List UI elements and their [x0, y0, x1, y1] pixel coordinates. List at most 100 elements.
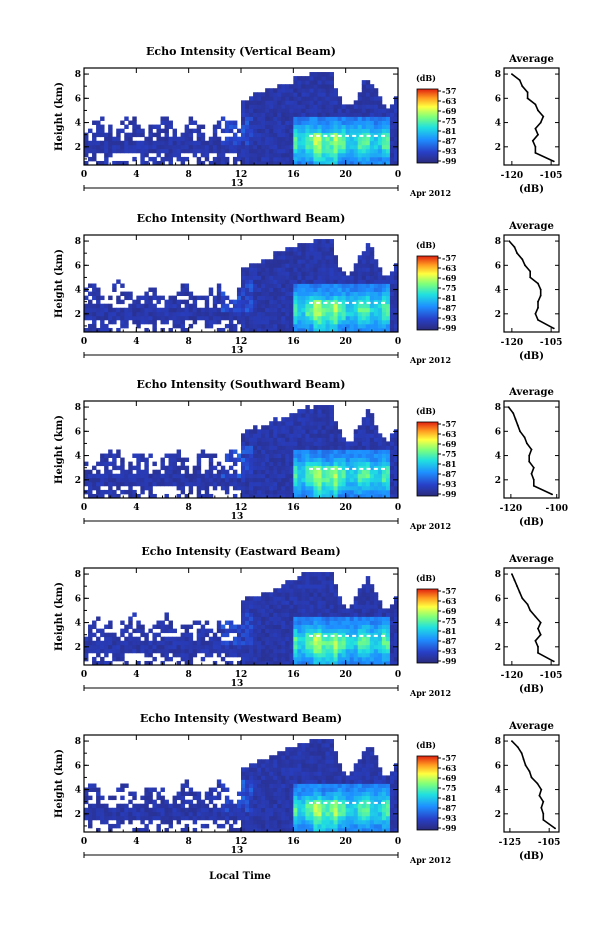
heatmap-cell — [224, 136, 230, 142]
heatmap-cell — [293, 453, 298, 458]
heatmap-cell — [257, 160, 262, 166]
heatmap-cell — [180, 799, 186, 805]
heatmap-cell — [92, 811, 97, 817]
heatmap-cell — [321, 477, 326, 483]
heatmap-cell — [293, 319, 298, 325]
avg-title: Average — [508, 221, 554, 232]
heatmap-cell — [357, 592, 363, 597]
heatmap-cell — [249, 267, 254, 272]
day-label: 13 — [231, 512, 244, 522]
heatmap-cell — [345, 303, 351, 309]
heatmap-cell — [188, 648, 194, 654]
heatmap-cell — [232, 136, 238, 142]
heatmap-cell — [192, 477, 198, 483]
heatmap-cell — [249, 108, 254, 113]
avg-frame — [503, 234, 560, 333]
heatmap-cell — [381, 303, 387, 309]
heatmap-cell — [281, 425, 286, 430]
heatmap-cell — [289, 473, 294, 479]
heatmap-cell — [309, 572, 314, 577]
heatmap-cell — [333, 652, 339, 658]
heatmap-cell — [289, 259, 294, 264]
heatmap-cell — [164, 616, 169, 621]
heatmap-cell — [337, 116, 343, 121]
heatmap-cell — [353, 660, 359, 666]
heatmap-cell — [321, 445, 326, 450]
heatmap-cell — [88, 311, 93, 317]
heatmap-cell — [253, 128, 258, 134]
heatmap-cell — [261, 636, 266, 642]
avg-profile-point — [539, 621, 542, 624]
heatmap-cell — [241, 156, 246, 162]
heatmap-cell — [309, 251, 314, 256]
heatmap-cell — [245, 437, 250, 442]
heatmap-cell — [261, 156, 266, 162]
heatmap-cell — [381, 291, 387, 297]
heatmap-cell — [357, 616, 363, 621]
heatmap-cell — [369, 156, 375, 162]
heatmap-cell — [148, 799, 153, 805]
heatmap-cell — [321, 644, 326, 650]
heatmap-cell — [361, 644, 367, 650]
heatmap-cell — [253, 311, 258, 317]
heatmap-cell — [249, 632, 254, 638]
heatmap-cell — [361, 469, 367, 475]
heatmap-cell — [309, 120, 314, 125]
heatmap-cell — [297, 481, 302, 487]
heatmap-cell — [253, 152, 258, 158]
heatmap-cell — [289, 461, 294, 467]
heatmap-cell — [257, 445, 262, 450]
heatmap-cell — [321, 279, 326, 284]
heatmap-cell — [301, 263, 306, 268]
heatmap-field — [84, 239, 399, 333]
heatmap-cell — [289, 319, 294, 325]
heatmap-cell — [245, 128, 250, 134]
heatmap-cell — [220, 815, 226, 821]
heatmap-cell — [257, 323, 262, 329]
heatmap-cell — [365, 259, 371, 264]
heatmap-cell — [393, 493, 399, 499]
heatmap-cell — [349, 449, 355, 454]
heatmap-cell — [305, 88, 310, 93]
heatmap-cell — [188, 303, 194, 309]
avg-profile-point — [516, 252, 518, 255]
heatmap-cell — [349, 660, 355, 666]
heatmap-cell — [285, 652, 290, 658]
heatmap-cell — [245, 303, 250, 309]
heatmap-cell — [329, 477, 334, 483]
date-label: Apr 2012 — [409, 521, 451, 531]
heatmap-cell — [172, 323, 177, 329]
heatmap-cell — [92, 319, 97, 325]
heatmap-cell — [377, 120, 383, 125]
heatmap-cell — [325, 247, 330, 252]
heatmap-cell — [261, 311, 266, 317]
heatmap-cell — [164, 299, 169, 305]
heatmap-cell — [393, 291, 399, 297]
heatmap-cell — [373, 648, 379, 654]
heatmap-cell — [144, 640, 149, 646]
heatmap-cell — [301, 148, 306, 154]
heatmap-cell — [253, 652, 258, 658]
heatmap-cell — [176, 303, 182, 309]
heatmap-cell — [333, 263, 339, 268]
heatmap-cell — [96, 787, 101, 792]
heatmap-cell — [184, 473, 190, 479]
heatmap-cell — [329, 132, 334, 138]
heatmap-cell — [281, 449, 286, 454]
heatmap-cell — [273, 644, 278, 650]
heatmap-cell — [281, 648, 286, 654]
heatmap-cell — [144, 807, 149, 813]
heatmap-cell — [277, 441, 282, 446]
heatmap-cell — [349, 612, 355, 617]
heatmap-cell — [301, 473, 306, 479]
heatmap-cell — [204, 303, 210, 309]
heatmap-cell — [353, 136, 359, 142]
heatmap-cell — [325, 656, 330, 662]
heatmap-cell — [285, 592, 290, 597]
heatmap-cell — [192, 473, 198, 479]
heatmap-cell — [148, 489, 153, 495]
heatmap-cell — [160, 140, 165, 146]
heatmap-cell — [393, 656, 399, 662]
heatmap-cell — [168, 465, 173, 471]
y-tick-label: 8 — [75, 70, 81, 80]
